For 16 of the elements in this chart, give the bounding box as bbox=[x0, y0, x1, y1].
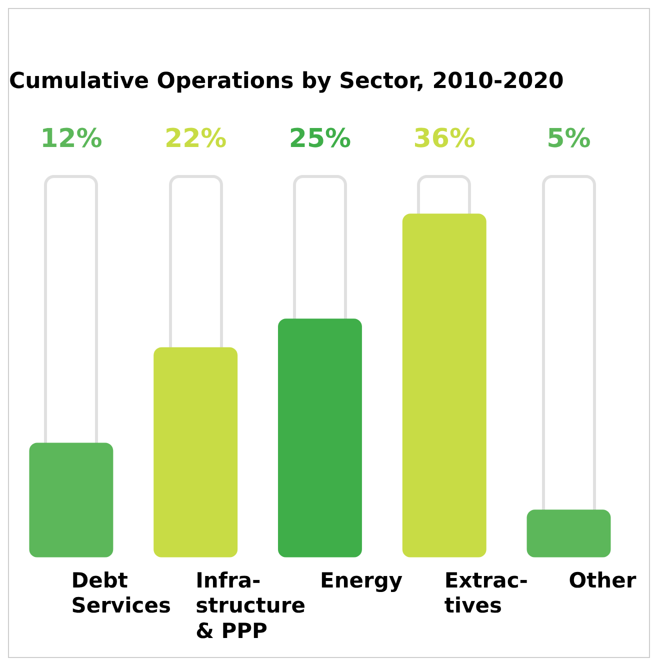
bar bbox=[29, 442, 114, 558]
bar bbox=[526, 510, 611, 558]
data-label: 36% bbox=[413, 124, 476, 154]
chart-title: Cumulative Operations by Sector, 2010-2020 bbox=[9, 68, 564, 94]
data-label: 5% bbox=[546, 124, 591, 154]
x-tick-label: Other bbox=[568, 568, 637, 592]
x-tick-label: Debt Services bbox=[71, 568, 172, 618]
x-tick-label: Extrac- tives bbox=[444, 568, 528, 618]
data-label: 22% bbox=[164, 124, 227, 154]
bar bbox=[154, 347, 238, 558]
data-label: 12% bbox=[40, 124, 102, 154]
data-label: 25% bbox=[288, 124, 352, 154]
x-tick-label: Infra- structure & PPP bbox=[196, 568, 306, 643]
bar bbox=[278, 318, 362, 558]
bar bbox=[402, 214, 486, 558]
x-tick-label: Energy bbox=[320, 568, 403, 592]
